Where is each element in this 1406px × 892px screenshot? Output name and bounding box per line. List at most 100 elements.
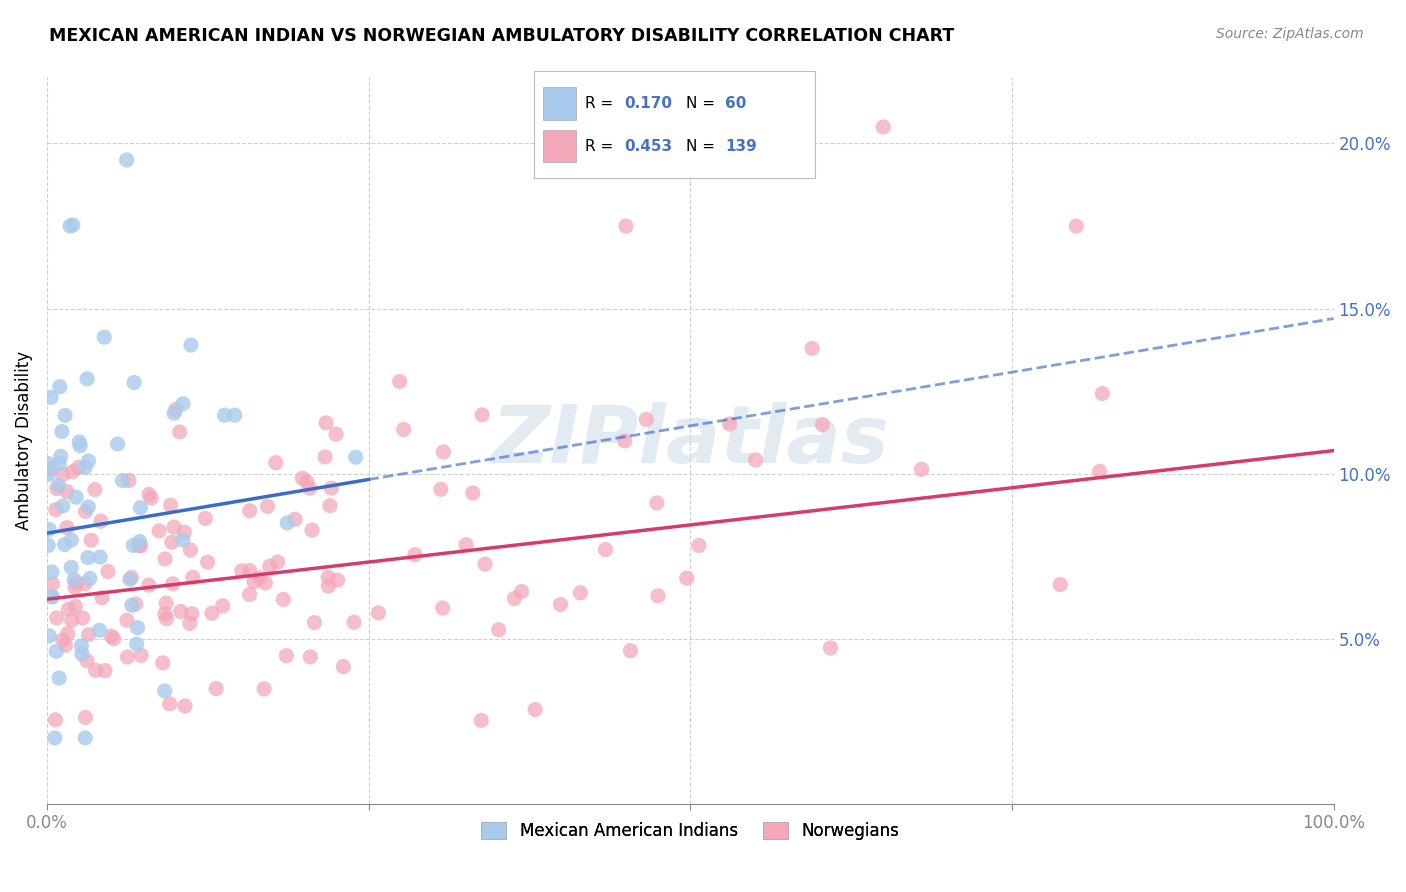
- Point: [49, 380, 72, 394]
- Point: [38, 629, 60, 643]
- Point: [524, 702, 547, 716]
- Point: [118, 474, 141, 488]
- Point: [72, 611, 94, 625]
- Point: [77, 550, 100, 565]
- Point: [231, 564, 253, 578]
- Point: [163, 406, 186, 420]
- Point: [138, 487, 160, 501]
- Point: [392, 422, 415, 436]
- Point: [65, 575, 87, 590]
- Point: [316, 570, 339, 584]
- Point: [461, 486, 484, 500]
- Point: [75, 504, 97, 518]
- Point: [56, 520, 79, 534]
- Point: [510, 584, 533, 599]
- Point: [38, 467, 60, 482]
- Point: [820, 640, 842, 655]
- Point: [103, 632, 125, 646]
- Point: [276, 648, 298, 663]
- Point: [471, 408, 494, 422]
- Point: [122, 376, 145, 390]
- Point: [181, 607, 204, 621]
- Point: [139, 491, 162, 505]
- Point: [60, 560, 83, 574]
- Point: [125, 637, 148, 651]
- Point: [63, 573, 86, 587]
- Point: [174, 698, 197, 713]
- Point: [70, 639, 93, 653]
- Point: [253, 681, 276, 696]
- Point: [162, 577, 184, 591]
- Point: [872, 120, 894, 134]
- Text: 0.453: 0.453: [624, 139, 672, 153]
- Point: [569, 586, 592, 600]
- Point: [37, 538, 59, 552]
- Point: [243, 574, 266, 589]
- Point: [367, 606, 389, 620]
- Point: [77, 628, 100, 642]
- Text: N =: N =: [686, 96, 716, 111]
- Point: [67, 460, 90, 475]
- Bar: [543, 87, 576, 120]
- Point: [121, 599, 143, 613]
- Point: [179, 543, 201, 558]
- Point: [910, 462, 932, 476]
- Point: [138, 578, 160, 592]
- Point: [264, 456, 287, 470]
- Point: [239, 564, 262, 578]
- Point: [301, 523, 323, 537]
- Point: [39, 462, 62, 476]
- Point: [430, 483, 453, 497]
- Point: [173, 525, 195, 540]
- Point: [636, 412, 658, 426]
- Point: [318, 579, 340, 593]
- Point: [321, 481, 343, 495]
- Point: [122, 538, 145, 552]
- Point: [148, 524, 170, 538]
- Point: [45, 482, 67, 496]
- Point: [432, 601, 454, 615]
- Point: [97, 565, 120, 579]
- Legend: Mexican American Indians, Norwegians: Mexican American Indians, Norwegians: [475, 815, 905, 847]
- Point: [94, 664, 117, 678]
- Point: [65, 490, 87, 504]
- Point: [474, 558, 496, 572]
- Point: [115, 153, 138, 167]
- Point: [239, 504, 262, 518]
- Text: 139: 139: [725, 139, 758, 153]
- Point: [63, 581, 86, 595]
- Point: [1091, 386, 1114, 401]
- Point: [404, 548, 426, 562]
- Point: [79, 572, 101, 586]
- Point: [160, 535, 183, 549]
- Point: [595, 542, 617, 557]
- Point: [56, 484, 79, 499]
- Point: [273, 592, 295, 607]
- Point: [117, 650, 139, 665]
- Point: [291, 471, 314, 485]
- Point: [254, 576, 277, 591]
- Point: [52, 499, 75, 513]
- Point: [647, 589, 669, 603]
- Point: [295, 475, 318, 489]
- Point: [259, 559, 281, 574]
- Point: [41, 590, 63, 604]
- Point: [84, 664, 107, 678]
- Point: [332, 659, 354, 673]
- Point: [125, 597, 148, 611]
- Point: [179, 616, 201, 631]
- Point: [80, 533, 103, 548]
- Point: [614, 219, 637, 233]
- Point: [256, 500, 278, 514]
- Point: [155, 612, 177, 626]
- Point: [163, 520, 186, 534]
- Point: [58, 602, 80, 616]
- Point: [1049, 577, 1071, 591]
- Text: R =: R =: [585, 139, 613, 153]
- Point: [62, 218, 84, 232]
- Point: [325, 427, 347, 442]
- Point: [128, 539, 150, 553]
- Point: [172, 397, 194, 411]
- Point: [1088, 465, 1111, 479]
- Point: [284, 512, 307, 526]
